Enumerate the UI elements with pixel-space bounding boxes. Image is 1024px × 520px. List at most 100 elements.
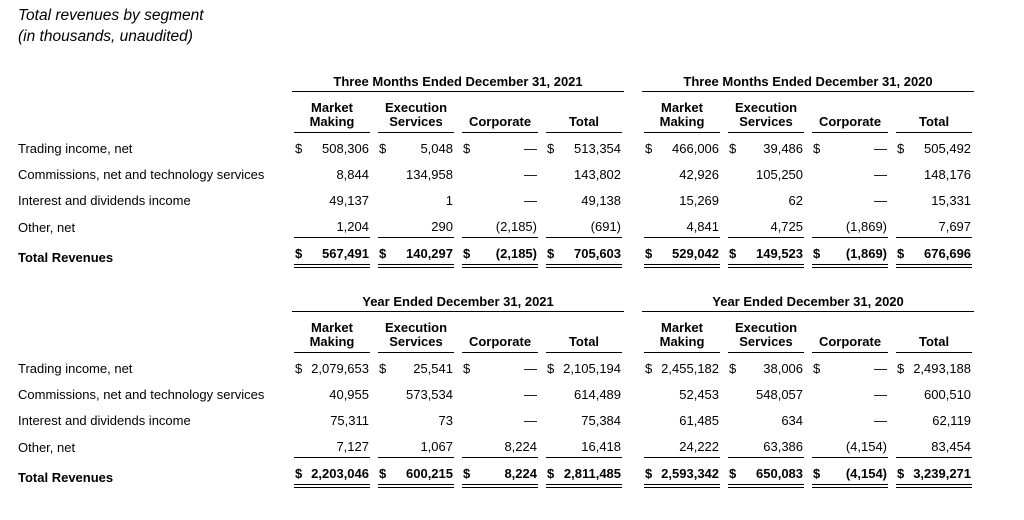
amount-value: 2,203,046 <box>311 466 369 482</box>
amount-cell-inner: $466,006 <box>644 133 720 159</box>
column-header-label: Corporate <box>462 326 538 354</box>
amount-cell: $2,203,046 <box>290 458 374 489</box>
dollar-sign: $ <box>645 245 653 261</box>
amount-value: 634 <box>781 413 804 429</box>
amount-cell: $508,306 <box>290 133 374 159</box>
amount-cell-inner: $8,224 <box>462 458 538 489</box>
amount-cell: 573,534 <box>374 379 458 405</box>
column-header-label: Execution Services <box>378 312 454 354</box>
amount-value: — <box>874 387 888 403</box>
amount-value: 2,593,342 <box>661 466 720 482</box>
dollar-sign: $ <box>547 245 555 261</box>
table-row: Total Revenues $2,203,046 $600,215 $8,224 $2… <box>18 458 976 489</box>
amount-cell-inner: 16,418 <box>546 431 623 459</box>
dollar-sign: $ <box>295 245 303 261</box>
amount-cell-inner: 75,384 <box>546 405 622 431</box>
amount-cell: 15,331 <box>892 185 976 211</box>
amount-cell: $38,006 <box>724 353 808 379</box>
amount-value: 5,048 <box>420 140 453 156</box>
dollar-sign: $ <box>379 245 387 261</box>
amount-value: 2,105,194 <box>563 361 622 377</box>
column-header: Market Making <box>640 92 724 133</box>
amount-cell: $567,491 <box>290 238 374 268</box>
amount-cell: — <box>808 405 892 431</box>
amount-cell: 24,222 <box>640 431 724 459</box>
amount-cell: 49,138 <box>542 185 626 211</box>
dollar-sign: $ <box>813 140 821 156</box>
amount-cell-inner: $ — <box>462 353 538 379</box>
amount-cell-inner: 134,958 <box>378 159 454 185</box>
amount-cell: 7,697 <box>892 211 976 238</box>
row-label: Interest and dividends income <box>18 192 191 208</box>
amount-value: 105,250 <box>756 166 804 182</box>
column-header-label: Total <box>896 106 973 133</box>
column-header-label: Execution Services <box>728 92 805 133</box>
amount-cell-inner: 62 <box>728 185 804 211</box>
amount-cell-inner: 600,510 <box>896 379 972 405</box>
amount-cell-inner: 614,489 <box>546 379 622 405</box>
dollar-sign: $ <box>463 361 471 377</box>
amount-value: 1,204 <box>336 218 369 234</box>
group-separator <box>626 379 640 405</box>
amount-cell-inner: 634 <box>728 405 804 431</box>
amount-cell-inner: — <box>462 159 538 185</box>
amount-cell-inner: 4,841 <box>644 211 721 238</box>
amount-value: (4,154) <box>845 466 888 482</box>
label-column-spacer <box>18 312 290 353</box>
column-header-row: Market Making Execution Services Corporate… <box>18 92 976 133</box>
column-header-label: Corporate <box>812 326 889 354</box>
amount-value: 15,269 <box>679 192 720 208</box>
row-label: Commissions, net and technology services <box>18 166 265 182</box>
amount-cell: 105,250 <box>724 159 808 185</box>
amount-cell: 1 <box>374 185 458 211</box>
amount-cell-inner: — <box>812 379 888 405</box>
amount-value: — <box>874 166 888 182</box>
amount-cell-inner: 52,453 <box>644 379 720 405</box>
label-column-spacer <box>18 92 290 133</box>
amount-cell: $529,042 <box>640 238 724 268</box>
column-header-row: Market Making Execution Services Corporate… <box>18 312 976 354</box>
dollar-sign: $ <box>547 466 555 482</box>
amount-cell: 600,510 <box>892 379 976 405</box>
amount-cell-inner: 75,311 <box>294 405 370 431</box>
amount-cell-inner: $676,696 <box>896 238 973 268</box>
group-separator <box>626 133 640 159</box>
column-header-label: Total <box>546 106 623 133</box>
amount-value: (691) <box>590 218 622 234</box>
dollar-sign: $ <box>379 361 387 377</box>
group-separator <box>626 159 640 185</box>
amount-cell-inner: 7,697 <box>896 211 973 238</box>
amount-value: 83,454 <box>931 439 972 455</box>
amount-cell-inner: 62,119 <box>896 405 972 431</box>
row-label: Total Revenues <box>18 470 114 486</box>
period-header-label: Year Ended December 31, 2021 <box>292 290 625 312</box>
amount-cell-inner: 83,454 <box>896 431 973 459</box>
amount-cell: (1,869) <box>808 211 892 238</box>
group-separator <box>626 185 640 211</box>
dollar-sign: $ <box>463 245 471 261</box>
amount-cell-inner: 49,137 <box>294 185 370 211</box>
amount-cell-inner: 548,057 <box>728 379 804 405</box>
amount-value: — <box>874 140 888 156</box>
group-separator <box>626 458 640 488</box>
amount-cell: (4,154) <box>808 431 892 459</box>
amount-cell-inner: 290 <box>378 211 454 238</box>
amount-cell: 4,725 <box>724 211 808 238</box>
dollar-sign: $ <box>897 466 905 482</box>
row-label: Total Revenues <box>18 249 114 265</box>
amount-cell: $140,297 <box>374 238 458 268</box>
amount-cell: 62 <box>724 185 808 211</box>
amount-value: 548,057 <box>756 387 804 403</box>
table-body: Trading income, net $508,306 $5,048 $ — $513,… <box>18 133 976 268</box>
amount-cell: 75,311 <box>290 405 374 431</box>
amount-cell-inner: 15,269 <box>644 185 720 211</box>
dollar-sign: $ <box>547 140 555 156</box>
three-months-revenue-table: Three Months Ended December 31, 2021 Thre… <box>18 70 1024 268</box>
amount-value: 7,127 <box>336 439 369 455</box>
amount-value: 4,725 <box>770 218 804 234</box>
amount-cell: 83,454 <box>892 431 976 459</box>
amount-cell: $2,079,653 <box>290 353 374 379</box>
column-header: Total <box>542 312 626 354</box>
row-label: Other, net <box>18 440 76 456</box>
dollar-sign: $ <box>897 245 905 261</box>
